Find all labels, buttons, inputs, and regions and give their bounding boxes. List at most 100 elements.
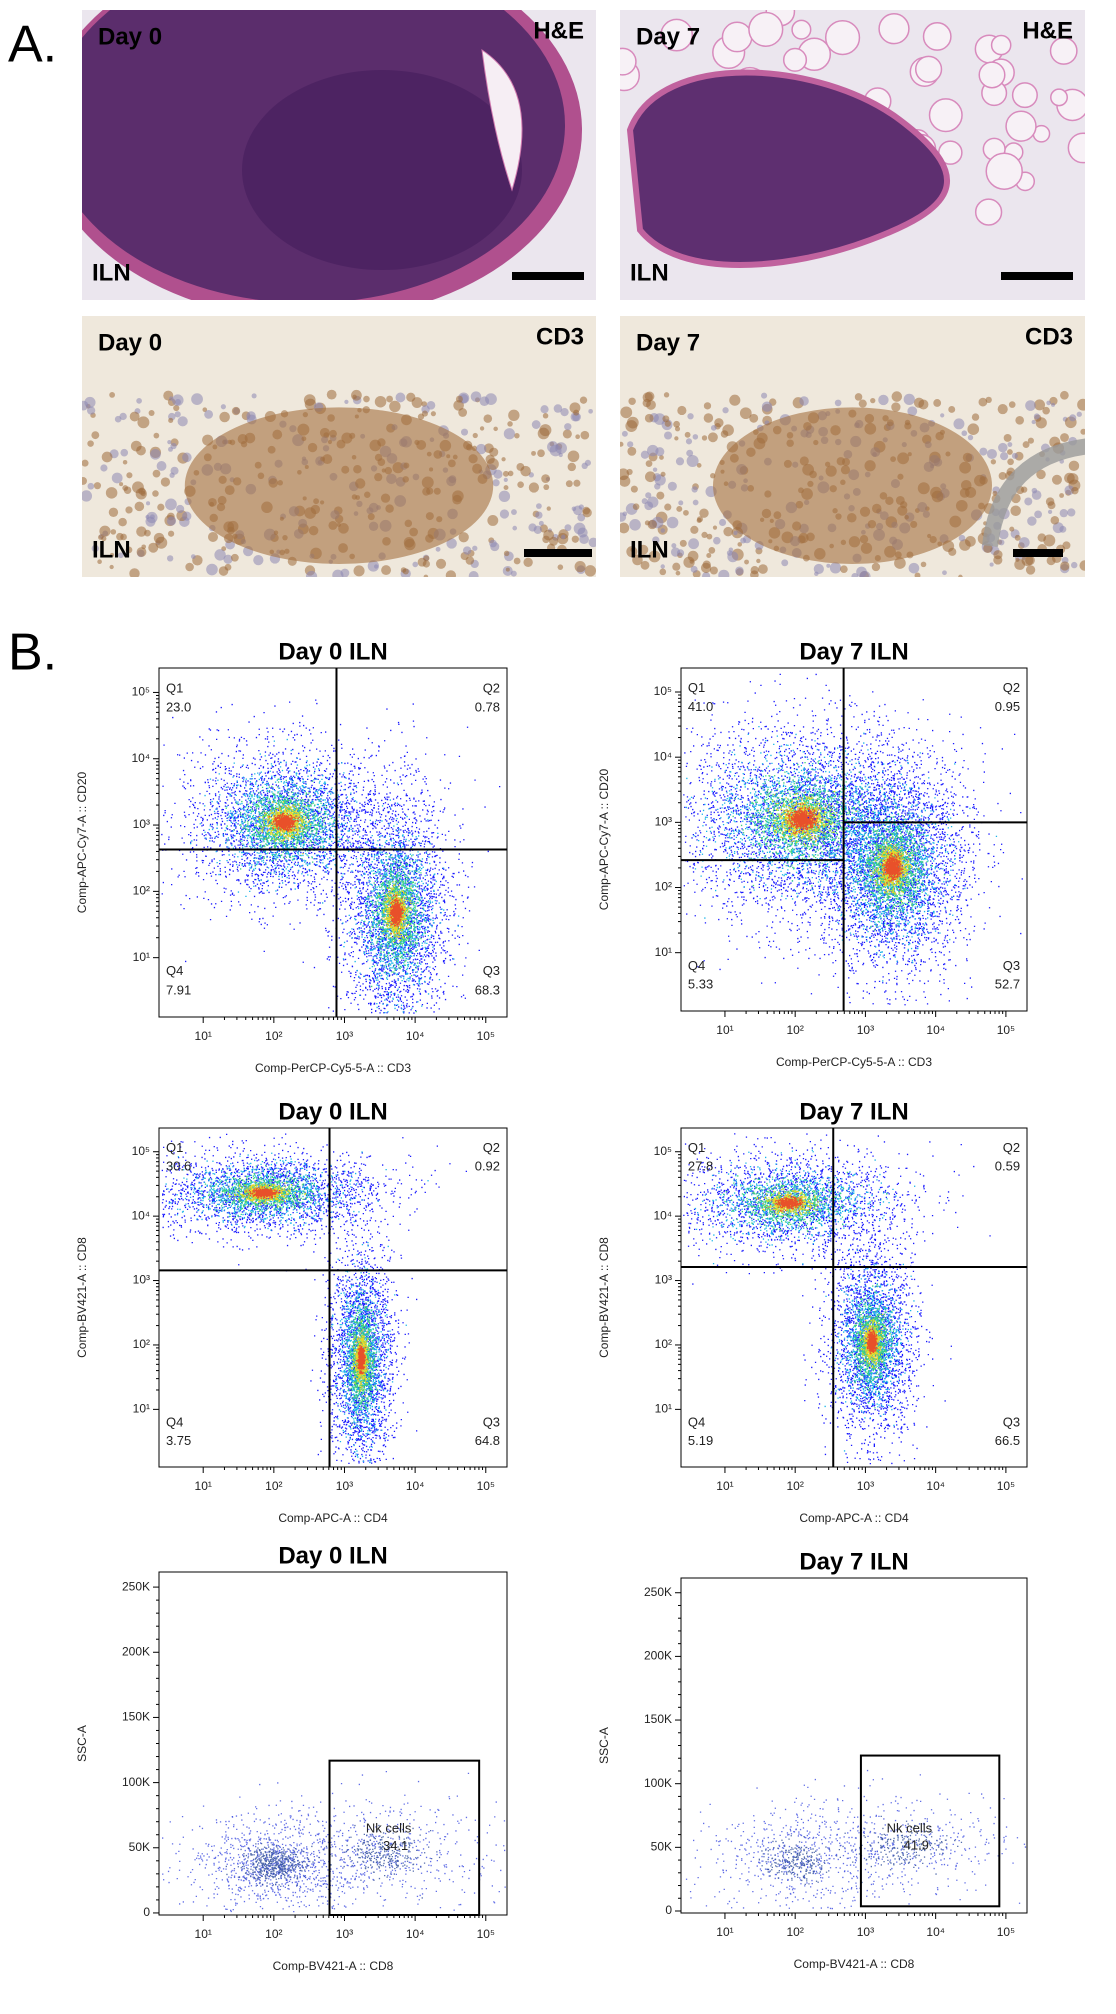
- fat-cell: [985, 152, 1023, 190]
- x-tick-label: 10²: [265, 1029, 282, 1043]
- stain: [678, 500, 684, 506]
- stain: [120, 533, 127, 541]
- stain: [630, 485, 638, 493]
- stain: [920, 561, 927, 568]
- stain: [1014, 534, 1021, 541]
- plot-title: Day 7 ILN: [799, 1098, 908, 1125]
- stain: [483, 414, 493, 423]
- stain: [992, 490, 998, 496]
- stain: [654, 474, 666, 486]
- y-tick-label: 10⁵: [654, 1144, 672, 1158]
- fat-cell: [878, 13, 910, 45]
- image-label: Day 0: [98, 23, 162, 50]
- stain: [571, 535, 579, 543]
- x-axis-label: Comp-APC-A :: CD4: [799, 1511, 909, 1525]
- stain: [739, 407, 752, 420]
- quadrant-value: 41.0: [688, 699, 713, 714]
- x-tick-label: 10³: [857, 1479, 874, 1493]
- stain: [101, 535, 107, 542]
- stain: [565, 480, 573, 488]
- event-dots: [165, 1151, 429, 1232]
- stain: [965, 535, 976, 547]
- stain: [667, 481, 677, 491]
- stain: [110, 529, 117, 535]
- stain: [574, 561, 586, 573]
- stain: [621, 430, 628, 437]
- stain: [577, 513, 586, 522]
- stain: [82, 490, 93, 502]
- stain: [1015, 415, 1025, 425]
- stain: [674, 426, 681, 432]
- fat-cell: [974, 198, 1003, 226]
- stain: [489, 447, 499, 457]
- stain: [1059, 508, 1068, 518]
- stain: [799, 396, 809, 406]
- stain: [961, 430, 968, 437]
- stain: [1000, 452, 1009, 461]
- stain: [998, 442, 1008, 453]
- stain: [153, 432, 160, 439]
- stain: [91, 544, 99, 553]
- stain: [914, 572, 921, 577]
- tissue-core: [713, 407, 992, 564]
- quadrant-name: Q3: [483, 1414, 500, 1429]
- event-dots: [161, 699, 501, 963]
- stain: [628, 397, 636, 406]
- stain: [674, 436, 679, 441]
- stain: [389, 400, 401, 413]
- stain: [1011, 452, 1018, 459]
- stain: [514, 433, 520, 439]
- stain: [498, 490, 511, 502]
- stain: [542, 413, 549, 419]
- event-dots: [685, 1787, 905, 1910]
- stain: [149, 514, 155, 520]
- stain: [87, 482, 95, 490]
- stain: [492, 479, 500, 487]
- stain: [622, 511, 628, 517]
- fat-cell: [1005, 110, 1037, 142]
- stain: [411, 397, 423, 409]
- stain: [706, 533, 713, 540]
- stain: [733, 530, 738, 536]
- stain: [93, 482, 102, 490]
- stain: [173, 404, 180, 412]
- stain: [584, 565, 596, 577]
- stain: [117, 552, 124, 559]
- stain: [148, 410, 155, 417]
- stain: [136, 445, 146, 456]
- stain: [1006, 449, 1013, 455]
- stain: [463, 546, 472, 555]
- stain: [958, 574, 963, 577]
- stain: [555, 442, 567, 454]
- stain: [1079, 560, 1085, 571]
- x-axis-label: Comp-PerCP-Cy5-5-A :: CD3: [255, 1061, 411, 1075]
- stain: [445, 570, 457, 577]
- y-tick-label: 50K: [129, 1840, 150, 1854]
- stain: [531, 420, 541, 429]
- x-tick-label: 10²: [265, 1479, 282, 1493]
- quadrant-name: Q4: [688, 1414, 705, 1429]
- stain: [942, 570, 947, 576]
- fat-cell: [791, 19, 812, 40]
- stain: [630, 547, 635, 553]
- stain: [136, 526, 147, 537]
- event-dots: [201, 1164, 322, 1219]
- stain: [219, 411, 230, 423]
- stain: [486, 458, 499, 471]
- x-tick-label: 10⁴: [926, 1925, 945, 1939]
- stain: [723, 526, 733, 537]
- stain: [781, 559, 789, 567]
- stain: [231, 406, 241, 416]
- stain: [687, 413, 694, 420]
- stain: [840, 565, 848, 573]
- stain: [719, 518, 727, 526]
- x-tick-label: 10²: [787, 1479, 804, 1493]
- stain: [108, 507, 119, 517]
- x-tick-label: 10⁴: [406, 1479, 425, 1493]
- stain: [170, 442, 177, 450]
- stain: [120, 448, 129, 457]
- event-dots: [356, 1342, 368, 1375]
- x-tick-label: 10³: [857, 1925, 874, 1939]
- stain: [101, 451, 113, 463]
- panel-label: B.: [8, 624, 57, 682]
